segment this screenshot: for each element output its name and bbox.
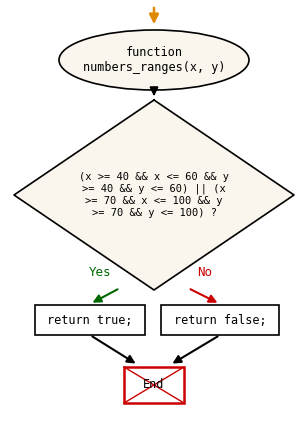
Polygon shape: [14, 100, 294, 290]
Text: No: No: [197, 265, 213, 279]
Text: Yes: Yes: [89, 265, 111, 279]
Text: (x >= 40 && x <= 60 && y
>= 40 && y <= 60) || (x
>= 70 && x <= 100 && y
>= 70 &&: (x >= 40 && x <= 60 && y >= 40 && y <= 6…: [79, 172, 229, 218]
Text: return false;: return false;: [174, 313, 266, 326]
FancyBboxPatch shape: [124, 367, 184, 403]
Text: function
numbers_ranges(x, y): function numbers_ranges(x, y): [83, 46, 225, 74]
FancyBboxPatch shape: [161, 305, 279, 335]
Text: End: End: [143, 378, 165, 391]
FancyBboxPatch shape: [35, 305, 145, 335]
Text: return true;: return true;: [47, 313, 133, 326]
Ellipse shape: [59, 30, 249, 90]
